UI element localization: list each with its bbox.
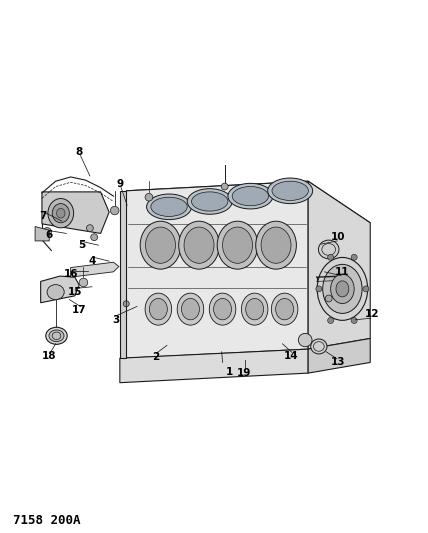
Ellipse shape — [181, 298, 199, 320]
Ellipse shape — [232, 187, 268, 206]
Polygon shape — [308, 338, 370, 373]
Ellipse shape — [246, 298, 264, 320]
Text: 17: 17 — [72, 305, 86, 315]
Ellipse shape — [140, 221, 181, 269]
Text: 7158 200A: 7158 200A — [13, 514, 80, 527]
Ellipse shape — [49, 330, 64, 342]
Polygon shape — [35, 227, 49, 241]
Ellipse shape — [191, 192, 228, 211]
Ellipse shape — [228, 183, 273, 209]
Text: 18: 18 — [42, 351, 56, 361]
Ellipse shape — [184, 227, 214, 263]
Text: 4: 4 — [88, 256, 96, 266]
Ellipse shape — [336, 281, 349, 297]
Text: 14: 14 — [284, 351, 298, 361]
Ellipse shape — [271, 293, 298, 325]
Ellipse shape — [146, 227, 175, 263]
Circle shape — [316, 286, 322, 292]
Text: 19: 19 — [237, 368, 251, 378]
Circle shape — [325, 295, 332, 302]
Circle shape — [351, 254, 357, 260]
Text: 12: 12 — [365, 310, 380, 319]
Text: 11: 11 — [335, 267, 350, 277]
Ellipse shape — [179, 221, 219, 269]
Text: 10: 10 — [331, 232, 345, 242]
Ellipse shape — [317, 257, 368, 320]
Ellipse shape — [48, 199, 74, 228]
Ellipse shape — [56, 208, 65, 218]
Text: 3: 3 — [112, 315, 119, 325]
Circle shape — [351, 318, 357, 324]
Ellipse shape — [298, 334, 312, 347]
Circle shape — [91, 234, 98, 240]
Ellipse shape — [209, 293, 236, 325]
Ellipse shape — [146, 194, 191, 220]
Ellipse shape — [241, 293, 268, 325]
Ellipse shape — [52, 204, 69, 223]
Circle shape — [86, 225, 93, 231]
Text: 13: 13 — [331, 358, 345, 367]
Ellipse shape — [145, 293, 172, 325]
Circle shape — [221, 183, 228, 190]
Ellipse shape — [268, 178, 312, 204]
Polygon shape — [71, 262, 119, 277]
Circle shape — [110, 206, 119, 215]
Circle shape — [79, 278, 88, 287]
Ellipse shape — [276, 298, 294, 320]
Polygon shape — [120, 191, 126, 358]
Ellipse shape — [223, 227, 253, 263]
Ellipse shape — [149, 298, 167, 320]
Polygon shape — [41, 276, 79, 303]
Polygon shape — [126, 181, 308, 358]
Ellipse shape — [256, 221, 296, 269]
Ellipse shape — [311, 339, 327, 354]
Ellipse shape — [318, 240, 339, 259]
Circle shape — [363, 286, 369, 292]
Text: 16: 16 — [63, 270, 78, 279]
Text: 7: 7 — [39, 211, 47, 221]
Circle shape — [145, 193, 153, 201]
Circle shape — [327, 254, 333, 260]
Text: 15: 15 — [68, 287, 82, 297]
Ellipse shape — [272, 181, 308, 200]
Ellipse shape — [330, 274, 354, 304]
Ellipse shape — [214, 298, 232, 320]
Text: 5: 5 — [78, 240, 85, 250]
Circle shape — [328, 318, 333, 324]
Ellipse shape — [46, 327, 67, 344]
Ellipse shape — [217, 221, 258, 269]
Text: 2: 2 — [153, 352, 160, 362]
Ellipse shape — [261, 227, 291, 263]
Polygon shape — [42, 192, 109, 233]
Polygon shape — [126, 181, 370, 232]
Circle shape — [43, 228, 51, 236]
Text: 8: 8 — [76, 147, 83, 157]
Ellipse shape — [187, 189, 232, 214]
Text: 1: 1 — [226, 367, 232, 377]
Polygon shape — [120, 349, 308, 383]
Ellipse shape — [323, 264, 362, 313]
Text: 6: 6 — [46, 230, 53, 239]
Ellipse shape — [151, 197, 187, 216]
Circle shape — [123, 301, 129, 307]
Text: 9: 9 — [116, 179, 123, 189]
Ellipse shape — [47, 285, 64, 300]
Polygon shape — [308, 181, 370, 349]
Ellipse shape — [177, 293, 204, 325]
